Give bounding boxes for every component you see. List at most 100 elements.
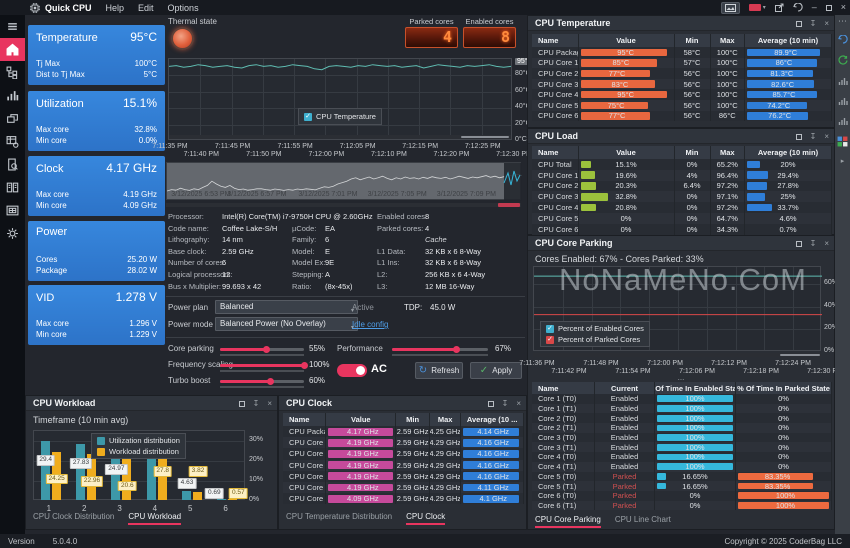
table-cell: Core 4 (T1) [532, 461, 595, 472]
table-cell: 4.29 GHz [429, 459, 462, 471]
info-label: Parked cores: [377, 223, 424, 233]
table-cell: CPU Core 6: [283, 493, 327, 505]
apply-button[interactable]: ✓ Apply [470, 362, 522, 379]
tab-cpu-clock-distribution[interactable]: CPU Clock Distribution [33, 512, 115, 521]
sidebar-item-tree[interactable] [0, 61, 25, 84]
tab-cpu-core-parking[interactable]: CPU Core Parking [535, 515, 601, 528]
caret-icon[interactable]: ▸ [840, 158, 845, 165]
x-axis-tick: 7:11:40 PM [183, 151, 219, 158]
parking-subtitle: Cores Enabled: 67% - Cores Parked: 33% [535, 254, 704, 264]
table-cell: 27.8% [745, 180, 832, 192]
scrollbar-thumb[interactable] [780, 354, 820, 356]
refresh-icon[interactable] [838, 55, 848, 67]
screenshot-icon[interactable] [720, 1, 740, 14]
value-bar [328, 494, 394, 503]
table-cell: 2.59 GHz [396, 481, 430, 494]
maximize-icon[interactable] [487, 400, 494, 407]
tab-cpu-temperature-distribution[interactable]: CPU Temperature Distribution [286, 512, 393, 521]
slider-handle-core-parking[interactable] [263, 346, 271, 353]
theme-color-picker[interactable]: ▾ [748, 4, 766, 11]
close-icon[interactable]: × [516, 398, 521, 408]
y-axis-tick: 40% [824, 301, 839, 309]
tab-cpu-workload[interactable]: CPU Workload [128, 512, 182, 525]
maximize-icon[interactable] [795, 240, 802, 247]
bar-value-label: 0.57 [229, 488, 248, 499]
info-label: Code name: [168, 223, 209, 233]
x-axis-tick: 2 [82, 504, 87, 513]
table-cell: CPU Core 4: [532, 202, 579, 213]
value-bar [580, 48, 667, 56]
y-axis-tick: 0% [824, 347, 835, 354]
column-header: Min [675, 146, 711, 159]
idle-config-link[interactable]: Idle config [352, 320, 389, 329]
tab-cpu-line-chart[interactable]: CPU Line Chart [614, 515, 671, 524]
parking-scrollbar[interactable] [533, 353, 821, 357]
pin-icon[interactable]: ↧ [501, 398, 509, 408]
table-cell: 2.59 GHz [396, 493, 430, 505]
splitter-handle[interactable]: ... [677, 373, 685, 382]
sidebar-item-layers[interactable] [0, 107, 25, 130]
scrollbar-thumb[interactable] [498, 203, 520, 207]
checkbox-checked-icon[interactable]: ✓ [546, 324, 554, 333]
sidebar-item-doc-search[interactable] [0, 153, 25, 176]
maximize-icon[interactable] [238, 400, 245, 407]
minimize-button[interactable]: – [811, 2, 817, 12]
bar-chart-icon[interactable] [838, 96, 848, 107]
sidebar-item-menu[interactable] [0, 15, 25, 38]
sidebar-item-gear[interactable] [0, 222, 25, 245]
panel-title: CPU Load [535, 131, 579, 141]
pin-icon[interactable]: ↧ [809, 18, 817, 28]
close-icon[interactable]: × [824, 18, 829, 28]
checkbox-checked-icon[interactable]: ✓ [304, 112, 312, 121]
temp-chart-scrollbar[interactable] [169, 135, 511, 139]
sidebar-item-bar-chart[interactable] [0, 84, 25, 107]
close-icon[interactable]: × [824, 238, 829, 248]
sidebar-item-book[interactable] [0, 176, 25, 199]
menu-options[interactable]: Options [167, 2, 199, 13]
ac-toggle[interactable] [337, 364, 367, 377]
close-icon[interactable]: × [267, 398, 272, 408]
table-cell: Core 6 (T1) [532, 500, 595, 511]
maximize-icon[interactable] [795, 133, 802, 140]
maximize-icon[interactable] [795, 20, 802, 27]
pin-icon[interactable]: ↧ [252, 398, 260, 408]
menu-help[interactable]: Help [105, 2, 125, 13]
bar-chart-icon[interactable] [838, 76, 848, 87]
refresh-button[interactable]: ↻ Refresh [415, 362, 463, 379]
power-mode-select[interactable]: Balanced Power (No Overlay) ▾ [215, 317, 358, 331]
card-power: Power Cores 25.20 W Package 28.02 W [28, 221, 165, 281]
workload-tabs: CPU Clock Distribution CPU Workload [33, 512, 182, 525]
bar-value-label: 24.25 [45, 473, 68, 484]
more-dots-icon[interactable]: ⋯ [838, 16, 847, 26]
parking-legend: ✓ Percent of Enabled Cores ✓ Percent of Par… [540, 321, 650, 347]
bar-chart-icon[interactable] [838, 116, 848, 127]
slider-handle-performance[interactable] [453, 346, 461, 353]
menu-edit[interactable]: Edit [138, 2, 154, 13]
table-cell: 4.19 GHz [326, 437, 397, 449]
metric-value: 32.8% [134, 125, 157, 134]
pin-icon[interactable]: ↧ [809, 131, 817, 141]
sidebar-item-home[interactable] [0, 38, 25, 61]
power-plan-select[interactable]: Balanced ▾ [215, 300, 358, 314]
grid-color-icon[interactable] [837, 136, 848, 149]
undo-icon[interactable] [792, 3, 803, 12]
overview-scrollbar[interactable] [166, 203, 521, 207]
slider-handle-frequency-scaling[interactable] [301, 362, 308, 369]
close-button[interactable]: × [840, 2, 846, 12]
scrollbar-thumb[interactable] [461, 136, 509, 138]
checkbox-checked-icon[interactable]: ✓ [546, 335, 554, 344]
info-label: Bus x Multiplier: [168, 281, 221, 291]
pin-icon[interactable]: ↧ [809, 238, 817, 248]
info-value: 12 MB 16-Way [425, 281, 475, 291]
maximize-button[interactable] [825, 4, 832, 11]
close-icon[interactable]: × [824, 131, 829, 141]
sidebar-item-table-gear[interactable] [0, 130, 25, 153]
tab-cpu-clock[interactable]: CPU Clock [406, 512, 446, 525]
export-window-icon[interactable] [774, 3, 784, 12]
undo-icon[interactable] [837, 34, 848, 46]
column-header: Name [532, 146, 579, 159]
core-parking-row: Core 6 (T0) Parked 0% 100% [532, 490, 832, 501]
slider-handle-turbo-boost[interactable] [267, 378, 275, 385]
sidebar-item-table-frame[interactable] [0, 199, 25, 222]
table-cell: 19.6% [579, 169, 675, 181]
